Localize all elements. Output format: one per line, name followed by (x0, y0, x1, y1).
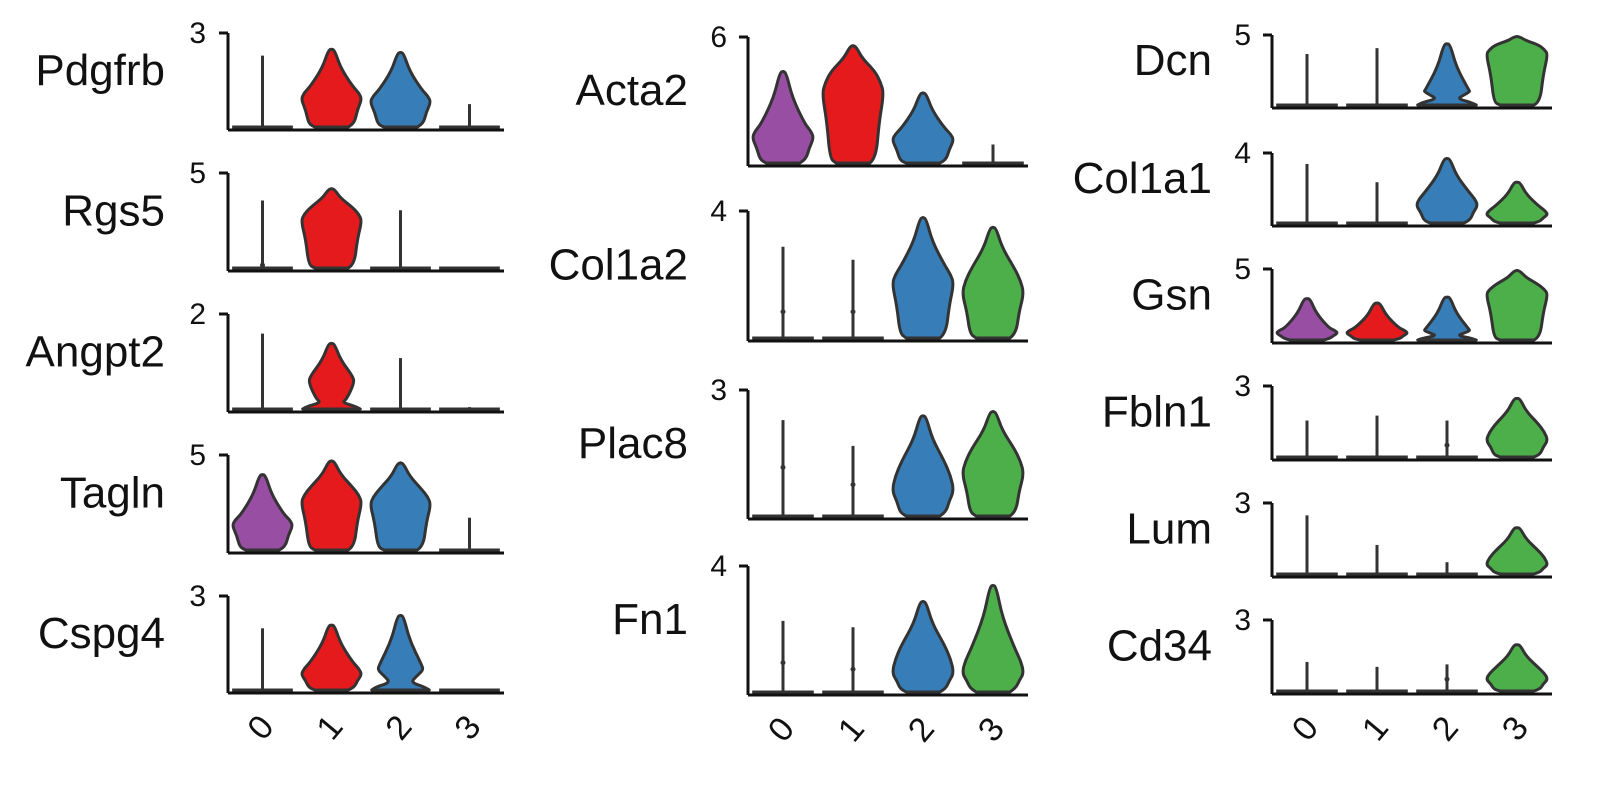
gene-label: Dcn (1134, 36, 1212, 85)
x-tick-label-2: 2 (901, 710, 942, 749)
violin-point (260, 262, 265, 268)
violin-panel-fbln1: Fbln1 3 (1102, 370, 1552, 462)
violin-panel-tagln: Tagln 5 (60, 439, 504, 555)
violin-cluster-2 (369, 461, 432, 552)
violin-panel-pdgfrb: Pdgfrb 3 (35, 17, 504, 132)
violin-cluster-1 (821, 44, 885, 165)
violin-panel-gsn: Gsn 5 (1131, 253, 1552, 345)
y-tick-label: 4 (710, 550, 727, 583)
violin-cluster-2 (891, 600, 955, 694)
violin-panel-col1a2: Col1a2 4 (549, 195, 1028, 343)
y-tick-label: 3 (710, 374, 727, 407)
x-tick-label-1: 1 (309, 708, 350, 747)
violin-cluster-1 (300, 47, 363, 129)
violin-cluster-1 (300, 187, 363, 270)
violin-cluster-2 (891, 91, 955, 165)
y-tick-label: 5 (1234, 19, 1251, 52)
violin-panel-cd34: Cd34 3 (1107, 604, 1552, 696)
violin-cluster-0 (1275, 297, 1339, 342)
x-tick-label-1: 1 (831, 710, 872, 749)
violin-cluster-2 (1415, 157, 1479, 225)
gene-label: Col1a1 (1073, 154, 1212, 203)
x-tick-label-0: 0 (1285, 709, 1326, 748)
violin-cluster-2 (1416, 295, 1478, 342)
x-tick-label-1: 1 (1355, 709, 1396, 748)
violin-point (1444, 676, 1450, 682)
y-tick-label: 4 (1234, 137, 1251, 170)
gene-label: Acta2 (575, 66, 688, 115)
x-tick-label-0: 0 (240, 708, 281, 747)
y-tick-label: 3 (189, 17, 206, 50)
violin-point (1444, 442, 1450, 448)
gene-label: Plac8 (578, 419, 688, 468)
violin-cluster-0 (231, 473, 294, 552)
violin-panel-rgs5: Rgs5 5 (62, 157, 504, 273)
y-tick-label: 4 (710, 195, 727, 228)
gene-label: Angpt2 (26, 328, 165, 377)
gene-label: Col1a2 (549, 241, 688, 290)
y-tick-label: 3 (189, 580, 206, 613)
violin-point (850, 666, 856, 672)
violin-cluster-2 (891, 414, 955, 518)
violin-point (780, 464, 786, 470)
violin-cluster-0 (751, 69, 815, 165)
violin-cluster-2 (370, 613, 431, 692)
x-tick-label-0: 0 (761, 710, 802, 749)
violin-panel-lum: Lum 3 (1126, 487, 1552, 579)
x-tick-label-3: 3 (971, 710, 1012, 749)
violin-panel-cspg4: Cspg4 3 (38, 580, 504, 695)
gene-label: Gsn (1131, 271, 1212, 320)
gene-label: Lum (1126, 505, 1212, 554)
violin-panel-fn1: Fn1 4 (612, 550, 1028, 697)
violin-panel-angpt2: Angpt2 2 (26, 298, 504, 414)
gene-label: Cspg4 (38, 609, 165, 658)
violin-cluster-3 (961, 225, 1025, 340)
violin-panel-dcn: Dcn 5 (1134, 19, 1552, 110)
violin-panel-plac8: Plac8 3 (578, 374, 1028, 521)
violin-cluster-3 (1485, 180, 1549, 225)
gene-label: Cd34 (1107, 622, 1212, 671)
violin-cluster-2 (891, 216, 955, 340)
violin-cluster-1 (300, 623, 363, 692)
x-tick-label-2: 2 (378, 708, 419, 747)
y-tick-label: 3 (1234, 487, 1251, 520)
x-tick-label-3: 3 (447, 708, 488, 747)
violin-cluster-2 (369, 50, 432, 129)
y-tick-label: 3 (1234, 370, 1251, 403)
violin-cluster-2 (1416, 42, 1478, 107)
gene-label: Fbln1 (1102, 388, 1212, 437)
violin-cluster-3 (1485, 35, 1549, 107)
violin-cluster-3 (1485, 526, 1549, 576)
violin-cluster-3 (961, 410, 1025, 518)
y-tick-label: 6 (710, 21, 727, 54)
violin-cluster-3 (1485, 269, 1549, 342)
gene-label: Pdgfrb (35, 46, 165, 95)
violin-point (850, 309, 856, 315)
violin-cluster-1 (1345, 301, 1409, 342)
violin-point (780, 660, 786, 666)
y-tick-label: 5 (189, 157, 206, 190)
x-tick-label-2: 2 (1425, 709, 1466, 748)
x-tick-label-3: 3 (1495, 709, 1536, 748)
y-tick-label: 5 (189, 439, 206, 472)
violin-cluster-3 (1485, 643, 1549, 693)
violin-cluster-3 (961, 583, 1025, 694)
violin-point (780, 309, 786, 315)
violin-panel-acta2: Acta2 6 (575, 21, 1028, 168)
gene-label: Fn1 (612, 595, 688, 644)
violin-point (850, 482, 856, 488)
gene-label: Rgs5 (62, 187, 165, 236)
y-tick-label: 2 (189, 298, 206, 331)
y-tick-label: 3 (1234, 604, 1251, 637)
violin-cluster-1 (300, 459, 363, 552)
violin-cluster-3 (1485, 396, 1549, 459)
gene-label: Tagln (60, 469, 165, 518)
y-tick-label: 5 (1234, 253, 1251, 286)
violin-panel-col1a1: Col1a1 4 (1073, 137, 1552, 228)
violin-cluster-1 (301, 341, 362, 411)
